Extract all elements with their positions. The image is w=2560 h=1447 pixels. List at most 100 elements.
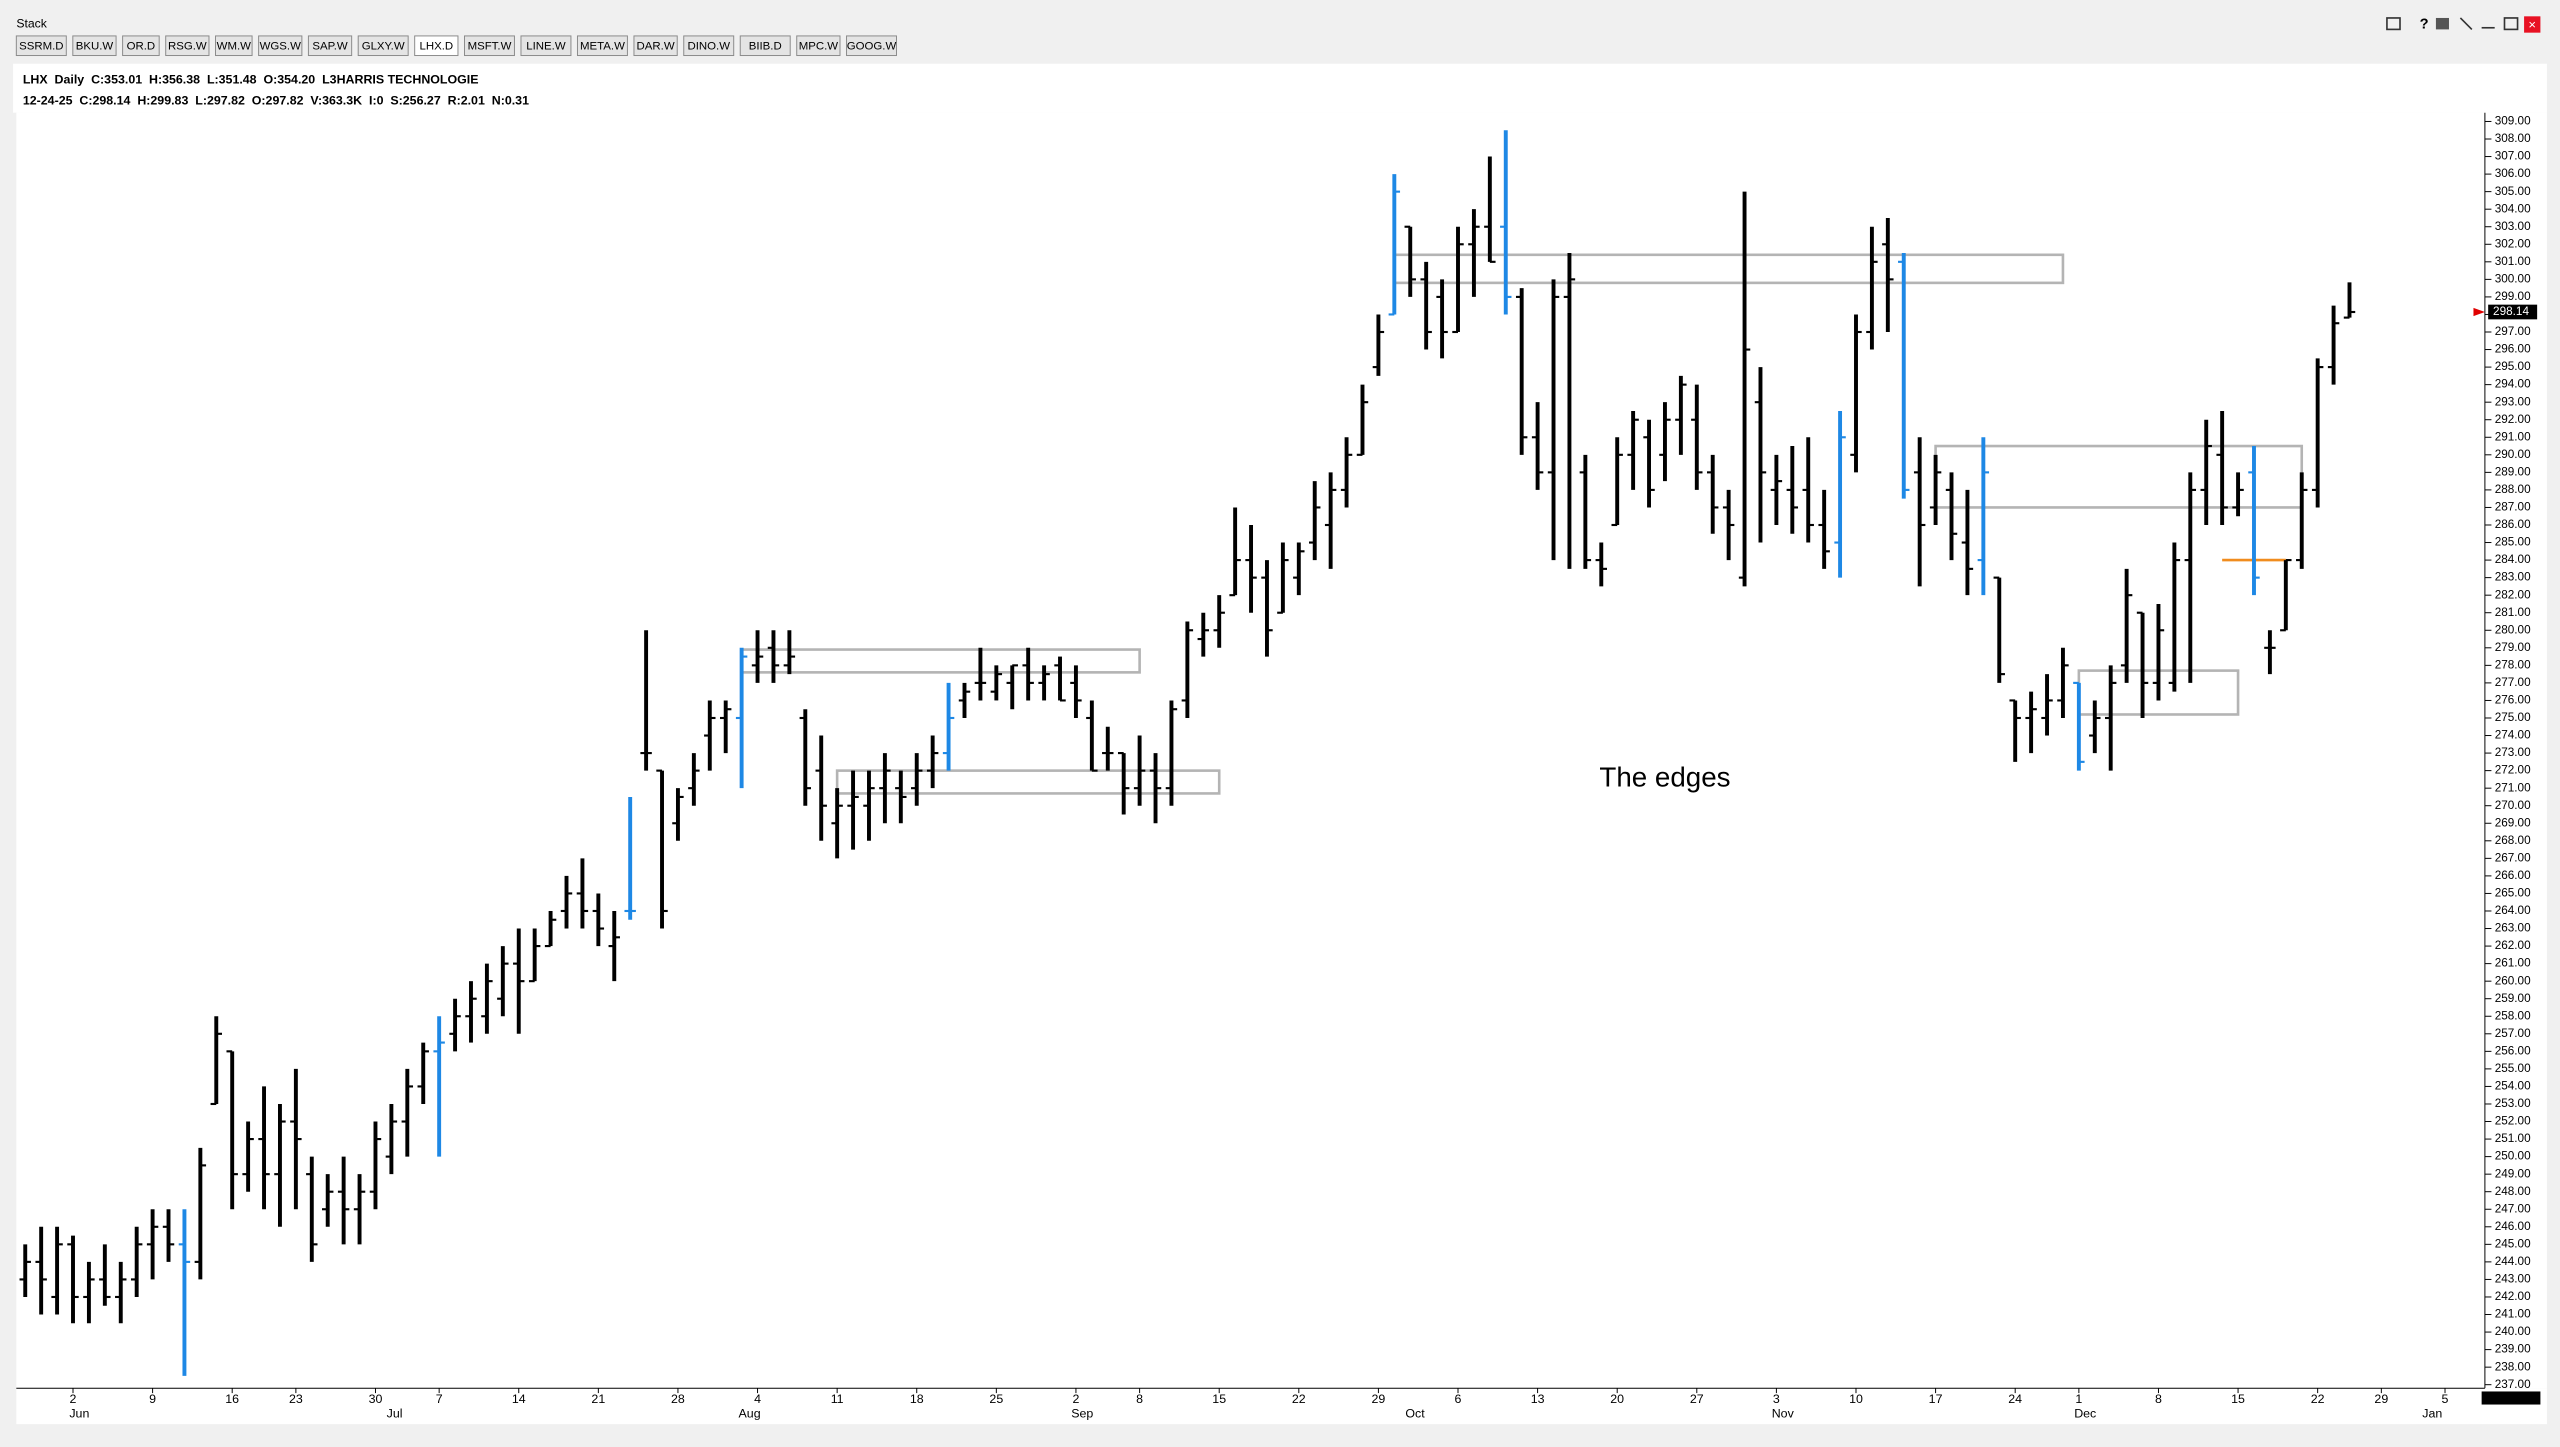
y-tick-label: 245.00 bbox=[2495, 1237, 2531, 1250]
y-tick-label: 271.00 bbox=[2495, 781, 2531, 794]
tab-label[interactable]: META.W bbox=[580, 41, 625, 53]
header-panel bbox=[13, 63, 2547, 113]
y-tick-label: 289.00 bbox=[2495, 465, 2531, 478]
tab[interactable] bbox=[739, 35, 791, 57]
tab[interactable] bbox=[576, 35, 628, 57]
tab-label[interactable]: MSFT.W bbox=[468, 41, 512, 53]
y-tick-label: 309.00 bbox=[2495, 115, 2531, 128]
close-x[interactable]: × bbox=[2528, 17, 2536, 32]
tab-label[interactable]: BKU.W bbox=[76, 41, 114, 53]
last-price-label: 298.14 bbox=[2493, 305, 2529, 318]
tab[interactable] bbox=[72, 35, 117, 57]
y-tick-label: 259.00 bbox=[2495, 992, 2531, 1005]
y-tick-label: 244.00 bbox=[2495, 1255, 2531, 1268]
control-icon[interactable] bbox=[2459, 17, 2473, 30]
y-tick-label: 280.00 bbox=[2495, 623, 2531, 636]
x-tick-label: 30 bbox=[369, 1392, 383, 1406]
y-tick-label: 286.00 bbox=[2495, 518, 2531, 531]
y-tick-label: 273.00 bbox=[2495, 746, 2531, 759]
tab[interactable] bbox=[464, 35, 515, 57]
y-tick-label: 284.00 bbox=[2495, 553, 2531, 566]
x-tick-label: 6 bbox=[1455, 1392, 1462, 1406]
time-axis bbox=[16, 1388, 2547, 1425]
y-tick-label: 254.00 bbox=[2495, 1080, 2531, 1093]
x-tick-label: 25 bbox=[989, 1392, 1003, 1406]
help-icon[interactable]: ? bbox=[2420, 16, 2429, 32]
info-line-1: LHX Daily C:353.01 H:356.38 L:351.48 O:3… bbox=[23, 72, 479, 86]
maximize-icon[interactable] bbox=[2503, 17, 2519, 31]
tab[interactable] bbox=[520, 35, 572, 57]
x-tick-label: 7 bbox=[436, 1392, 443, 1406]
tab-label[interactable]: OR.D bbox=[127, 41, 156, 53]
tab[interactable] bbox=[215, 35, 253, 57]
tab[interactable] bbox=[15, 35, 67, 57]
annotation: The edges bbox=[1599, 762, 1730, 793]
y-tick-label: 282.00 bbox=[2495, 588, 2531, 601]
y-tick-label: 262.00 bbox=[2495, 939, 2531, 952]
tab[interactable] bbox=[165, 35, 210, 57]
tab-label[interactable]: LHX.D bbox=[420, 41, 454, 53]
tab[interactable] bbox=[307, 35, 353, 57]
tab-label[interactable]: SAP.W bbox=[312, 41, 348, 53]
y-tick-label: 241.00 bbox=[2495, 1308, 2531, 1321]
x-tick-label: 8 bbox=[2155, 1392, 2162, 1406]
tab[interactable] bbox=[846, 35, 897, 57]
close-icon[interactable] bbox=[2524, 16, 2541, 33]
y-tick-label: 288.00 bbox=[2495, 483, 2531, 496]
tab[interactable] bbox=[633, 35, 678, 57]
tab[interactable] bbox=[122, 35, 160, 57]
tab-label[interactable]: DINO.W bbox=[687, 41, 730, 53]
y-tick-label: 299.00 bbox=[2495, 290, 2531, 303]
control-icon[interactable] bbox=[2386, 17, 2401, 31]
x-tick-label: 21 bbox=[591, 1392, 605, 1406]
y-tick-label: 302.00 bbox=[2495, 237, 2531, 250]
y-tick-label: 283.00 bbox=[2495, 571, 2531, 584]
y-tick-label: 304.00 bbox=[2495, 202, 2531, 215]
window-controls[interactable]: ? × bbox=[2386, 16, 2541, 33]
zone-box bbox=[835, 769, 1221, 795]
tab[interactable] bbox=[414, 35, 459, 57]
x-tick-label: 22 bbox=[1292, 1392, 1306, 1406]
y-tick-label: 307.00 bbox=[2495, 150, 2531, 163]
x-tick-label: 5 bbox=[2442, 1392, 2449, 1406]
tab[interactable] bbox=[357, 35, 409, 57]
tab-label[interactable]: SSRM.D bbox=[19, 41, 63, 53]
tab-label[interactable]: LINE.W bbox=[526, 41, 566, 53]
y-tick-label: 270.00 bbox=[2495, 799, 2531, 812]
y-tick-label: 292.00 bbox=[2495, 413, 2531, 426]
x-tick-label: 14 bbox=[512, 1392, 526, 1406]
month-label: Jul bbox=[387, 1407, 403, 1421]
y-tick-label: 268.00 bbox=[2495, 834, 2531, 847]
x-tick-label: 20 bbox=[1610, 1392, 1624, 1406]
control-icon[interactable] bbox=[2435, 17, 2449, 30]
tab-label[interactable]: WGS.W bbox=[260, 41, 301, 53]
y-tick-label: 306.00 bbox=[2495, 167, 2531, 180]
chart: 237.00 238.00 239.00 240.00 241.00 242.00 243.… bbox=[19, 115, 2538, 1421]
y-tick-label: 287.00 bbox=[2495, 501, 2531, 514]
scale-buttons[interactable] bbox=[2481, 1391, 2541, 1405]
x-tick-label: 16 bbox=[225, 1392, 239, 1406]
y-tick-label: 290.00 bbox=[2495, 448, 2531, 461]
tab[interactable] bbox=[796, 35, 841, 57]
x-tick-label: 3 bbox=[1773, 1392, 1780, 1406]
tab[interactable] bbox=[258, 35, 303, 57]
y-tick-label: 261.00 bbox=[2495, 957, 2531, 970]
tab-bar: SSRM.D BKU.W OR.D RSG.W WM.W WGS.W SAP.W GLXY.W… bbox=[15, 35, 897, 57]
tab-label[interactable]: DAR.W bbox=[637, 41, 675, 53]
tab-label[interactable]: MPC.W bbox=[799, 41, 839, 53]
month-label: Sep bbox=[1071, 1407, 1093, 1421]
month-label: Nov bbox=[1772, 1407, 1795, 1421]
month-label: Jan bbox=[2422, 1407, 2442, 1421]
x-tick-label: 28 bbox=[671, 1392, 685, 1406]
tab-label[interactable]: RSG.W bbox=[168, 41, 207, 53]
y-tick-label: 246.00 bbox=[2495, 1220, 2531, 1233]
tab[interactable] bbox=[683, 35, 735, 57]
tab-label[interactable]: WM.W bbox=[217, 41, 251, 53]
tab-label[interactable]: BIIB.D bbox=[749, 41, 782, 53]
y-tick-label: 296.00 bbox=[2495, 343, 2531, 356]
y-tick-label: 255.00 bbox=[2495, 1062, 2531, 1075]
tab-label[interactable]: GLXY.W bbox=[362, 41, 405, 53]
tab-label[interactable]: GOOG.W bbox=[847, 41, 897, 53]
y-tick-label: 242.00 bbox=[2495, 1290, 2531, 1303]
